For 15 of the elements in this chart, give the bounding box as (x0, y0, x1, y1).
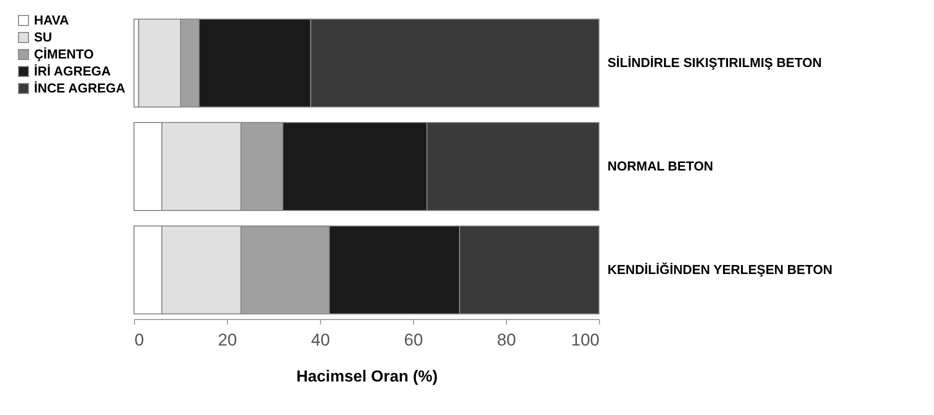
y-tick-label: KENDİLİĞİNDEN YERLEŞEN BETON (608, 262, 832, 277)
x-tick-label: 100 (571, 330, 600, 350)
x-tick-label: 0 (134, 330, 144, 350)
legend-label: SU (34, 30, 52, 44)
legend-label: ÇİMENTO (34, 46, 94, 62)
x-tick-label: 80 (497, 330, 516, 350)
legend-label: İRİ AGREGA (34, 64, 112, 78)
legend-label: İNCE AGREGA (34, 80, 126, 96)
x-tick-label: 20 (218, 330, 237, 350)
x-tick-label: 60 (404, 330, 423, 350)
legend-label: HAVA (34, 12, 70, 28)
x-axis-title: Hacimsel Oran (%) (296, 368, 438, 386)
y-tick-label: SİLİNDİRLE SIKIŞTIRILMIŞ BETON (608, 55, 822, 70)
x-tick-label: 40 (311, 330, 330, 350)
y-tick-label: NORMAL BETON (608, 158, 714, 174)
